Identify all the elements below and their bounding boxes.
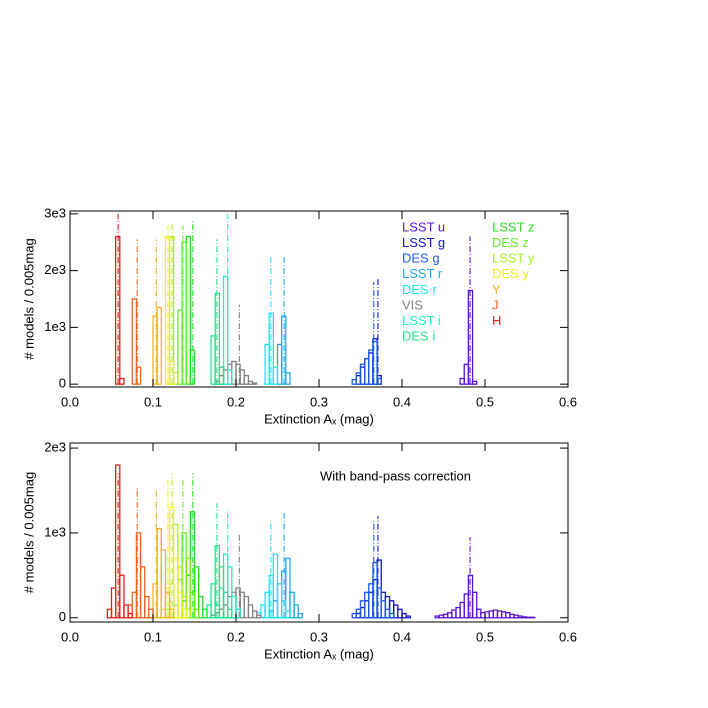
annotation: With band-pass correction	[320, 468, 471, 483]
histogram-bin	[139, 566, 146, 619]
histogram-bin	[197, 595, 204, 619]
y-tick-label: 2e3	[44, 262, 66, 277]
histogram-bin	[471, 380, 478, 385]
legend-label: DES z	[492, 235, 529, 250]
histogram-bin	[280, 600, 287, 619]
histogram-bin	[119, 377, 125, 385]
y-axis-label: # models / 0.005mag	[21, 238, 36, 359]
x-tick-label: 0.4	[393, 394, 411, 409]
y-tick-label: 1e3	[44, 319, 66, 334]
legend-label: Y	[492, 282, 501, 297]
histogram-bin	[222, 591, 229, 619]
legend-label: DES i	[402, 329, 435, 344]
x-tick-label: 0.0	[61, 629, 79, 644]
histogram-bin	[227, 369, 233, 385]
histogram-bin	[144, 595, 150, 619]
x-axis-label: Extinction Aₓ (mag)	[264, 411, 374, 426]
histogram-bin	[227, 608, 233, 619]
legend-label: DES g	[402, 251, 440, 266]
x-tick-label: 0.2	[227, 394, 245, 409]
legend-label: J	[492, 297, 499, 312]
y-tick-label: 0	[59, 376, 66, 391]
x-tick-label: 0.6	[559, 629, 577, 644]
y-axis-label: # models / 0.005mag	[21, 472, 36, 593]
x-axis-label: Extinction Aₓ (mag)	[264, 646, 374, 661]
histogram-bin	[164, 591, 171, 619]
x-tick-label: 0.5	[476, 394, 494, 409]
histogram-bin	[272, 366, 279, 385]
histogram-bin	[119, 574, 125, 619]
histogram-bin	[251, 382, 258, 385]
histogram-bin	[405, 615, 411, 619]
legend-label: H	[492, 313, 501, 328]
histogram-bin	[156, 306, 162, 385]
histogram-bin	[160, 549, 167, 619]
x-tick-label: 0.0	[61, 394, 79, 409]
histogram-bin	[297, 612, 304, 619]
histogram-bin	[231, 595, 237, 619]
y-tick-label: 3e3	[44, 205, 66, 220]
histogram-bin	[131, 298, 138, 385]
legend-label: LSST u	[402, 219, 445, 234]
x-tick-label: 0.6	[559, 394, 577, 409]
x-tick-label: 0.1	[144, 394, 162, 409]
histogram-bin	[285, 610, 291, 619]
legend-label: LSST z	[492, 219, 534, 234]
histogram-bin	[173, 557, 179, 619]
histogram-bin	[388, 612, 395, 619]
histogram-bin	[189, 591, 196, 619]
legend-label: DES r	[402, 282, 437, 297]
histogram-bin	[202, 608, 208, 619]
histogram-bin	[168, 608, 175, 619]
histogram-bin	[127, 612, 133, 619]
y-tick-label: 1e3	[44, 524, 66, 539]
histogram-bin	[222, 275, 229, 385]
legend-label: LSST g	[402, 235, 445, 250]
x-tick-label: 0.5	[476, 629, 494, 644]
histogram-bin	[148, 608, 154, 619]
histogram-bin	[285, 372, 291, 385]
histogram-bin	[471, 591, 478, 619]
legend-label: LSST r	[402, 266, 443, 281]
histogram-bin	[251, 610, 258, 619]
legend-label: LSST y	[492, 251, 535, 266]
legend-label: DES y	[492, 266, 529, 281]
histogram-bin	[181, 241, 187, 385]
histogram-bin	[123, 604, 129, 619]
histogram-bin	[168, 360, 175, 385]
x-tick-label: 0.2	[227, 629, 245, 644]
y-tick-label: 0	[59, 609, 66, 624]
y-tick-label: 2e3	[44, 440, 66, 455]
legend-label: LSST i	[402, 313, 441, 328]
x-tick-label: 0.3	[310, 394, 328, 409]
x-tick-label: 0.4	[393, 629, 411, 644]
histogram-bin	[376, 377, 382, 385]
histogram-bin	[135, 366, 142, 385]
histogram-bin	[181, 608, 187, 619]
legend-label: VIS	[402, 297, 423, 312]
histogram-bin	[235, 608, 241, 619]
histogram-bin	[256, 614, 262, 619]
x-tick-label: 0.3	[310, 629, 328, 644]
histogram-bin	[243, 374, 250, 385]
x-tick-label: 0.1	[144, 629, 162, 644]
histogram-bin	[293, 604, 299, 619]
histogram-bin	[177, 591, 183, 619]
histogram-bin	[372, 340, 378, 385]
histogram-bin	[193, 608, 200, 619]
histogram-bin	[218, 366, 225, 385]
